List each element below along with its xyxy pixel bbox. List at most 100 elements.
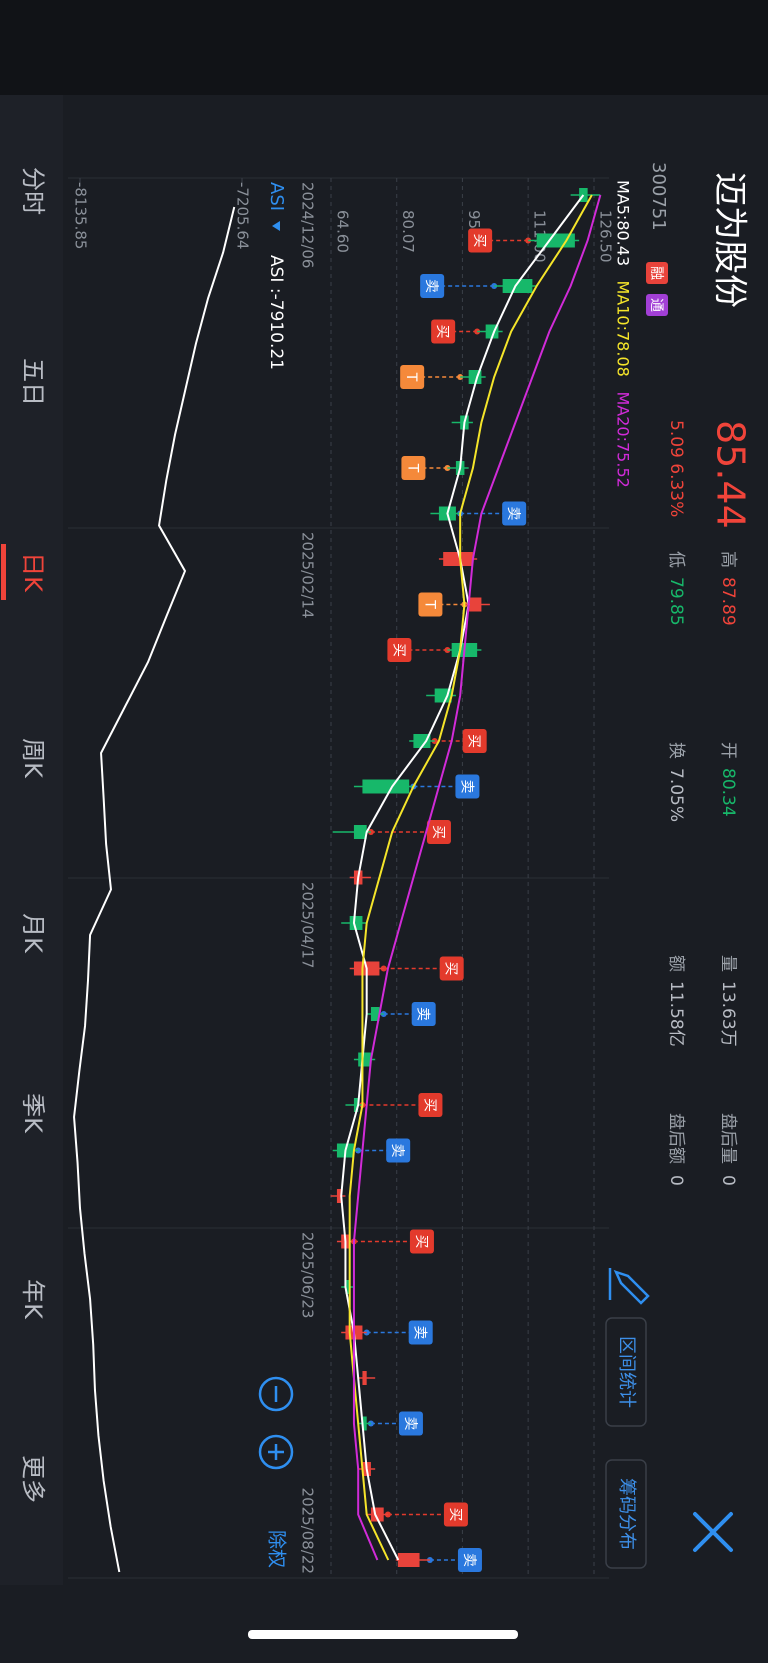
signal-box [408,1320,433,1345]
adjust-button[interactable]: 除权 [266,1530,288,1568]
tab[interactable]: 更多 [19,1455,47,1503]
signal-label: 卖 [505,507,521,521]
button[interactable]: 区间统计 [616,1336,637,1408]
stat-value: 11.58亿 [666,981,686,1047]
legend-entry: MA5:80.43 [614,180,633,266]
date-label: 2024/12/06 [299,182,317,268]
signal-box [401,456,426,480]
y-tick-label: 126.50 [597,210,615,263]
tab[interactable]: 分时 [19,167,47,215]
stat-value: 0 [718,1175,738,1186]
legend-entry: MA20:75.52 [614,392,633,488]
y-tick-label: 80.07 [399,210,417,253]
signal-box [420,274,445,298]
signal-label: 买 [443,962,459,976]
stat-value: 13.63万 [718,981,738,1047]
stat-value: 79.85 [666,577,686,626]
date-label: 2025/02/14 [299,532,317,618]
badge [646,262,668,284]
candle-body [362,1371,367,1385]
tab[interactable]: 五日 [19,358,47,406]
tab[interactable]: 日K [19,552,47,593]
legend-entry: MA10:78.08 [614,281,633,377]
change: 5.09 6.33% [666,420,686,517]
signal-box [386,1138,411,1163]
signal-label: 买 [430,825,446,839]
signal-label: 买 [413,1235,429,1249]
signal-box [431,319,456,344]
close-button[interactable] [693,1512,733,1552]
left-strip [0,0,768,95]
signal-box [426,820,451,844]
asi-line [73,206,236,1573]
date-label: 2025/06/23 [299,1232,317,1318]
signal-box [462,729,487,753]
close-icon [693,1512,733,1552]
stat-value: 87.89 [718,577,738,626]
signal-box [455,774,480,799]
candle-body [370,1007,380,1021]
signal-label: T [421,599,437,609]
signal-label: 卖 [423,279,439,293]
candle-body [336,1189,342,1203]
signal-label: T [403,372,419,382]
signal-box [457,1548,482,1572]
candle-body [397,1553,420,1567]
indicator-value: ASI :-7910.21 [266,255,286,370]
signal-label: 买 [471,234,487,248]
badge-text: 通 [648,298,664,312]
signal-label: 买 [466,734,482,748]
signal-label: 卖 [458,780,474,794]
signal-label: 卖 [461,1553,477,1567]
tab[interactable]: 周K [19,738,47,779]
signal-box [418,592,443,617]
zoom-out[interactable] [258,1376,294,1412]
stat-label: 开 [718,742,738,759]
signal-label: T [404,463,420,473]
signal-label: 买 [447,1508,463,1522]
price: 85.44 [709,420,753,529]
signal-label: 卖 [402,1417,418,1431]
candle-body [362,779,410,794]
signal-box [439,956,464,981]
zoom-in[interactable] [258,1434,294,1470]
candle-body [413,734,431,748]
stat-label: 高 [718,551,738,568]
candle-body [358,1052,371,1067]
candle-body [349,916,363,930]
signal-box [468,228,493,253]
home-indicator [248,1630,518,1639]
asi-tick-label: -8135.85 [72,182,90,249]
button-frame [605,1317,647,1427]
signal-label: 卖 [412,1326,428,1340]
signal-label: 买 [434,325,450,339]
candle-body [468,597,482,612]
signal-box [411,1002,436,1026]
tab-indicator [1,544,6,600]
signal-box [400,365,425,389]
signal-box [398,1411,423,1436]
asi-tick-label: -7205.64 [234,182,252,249]
stat-value: 7.05% [666,768,686,822]
stat-value: 80.34 [718,768,738,817]
signal-box [443,1502,468,1527]
indicator-name[interactable]: ASI [266,182,287,211]
candle-body [353,825,367,839]
stat-label: 盘后额 [666,1113,686,1164]
tab[interactable]: 季K [19,1093,47,1134]
tab-bar [0,95,63,1585]
button[interactable]: 筹码分布 [616,1478,637,1550]
signal-box [387,638,412,662]
stat-label: 换 [666,742,686,759]
stat-value: 0 [666,1175,686,1186]
candle-body [502,279,533,293]
signal-label: 卖 [389,1144,405,1158]
tab[interactable]: 年K [19,1279,47,1320]
pen-icon[interactable] [608,1268,650,1305]
tab[interactable]: 月K [19,913,47,954]
signal-label: 卖 [415,1007,431,1021]
